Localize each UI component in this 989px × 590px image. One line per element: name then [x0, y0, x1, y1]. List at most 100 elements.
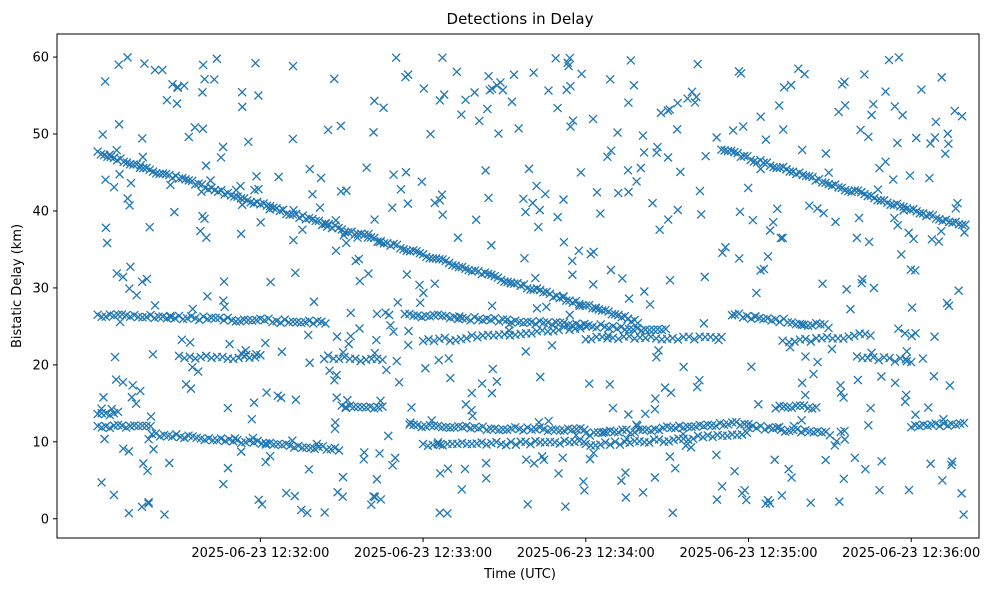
- data-point: [638, 487, 648, 497]
- data-point: [165, 180, 175, 190]
- data-point: [712, 133, 722, 142]
- data-point: [165, 311, 175, 321]
- data-point: [453, 233, 463, 243]
- data-point: [322, 445, 332, 454]
- data-point: [639, 287, 649, 296]
- data-point: [211, 313, 221, 323]
- data-point: [559, 237, 569, 247]
- data-point: [305, 358, 315, 368]
- data-point: [437, 422, 447, 432]
- data-point: [439, 90, 449, 100]
- y-tick-label: 60: [32, 51, 49, 66]
- data-point: [137, 277, 147, 287]
- data-point: [535, 205, 545, 215]
- data-point: [369, 127, 378, 137]
- data-point: [366, 500, 376, 510]
- data-point: [771, 314, 781, 324]
- data-point: [605, 440, 615, 450]
- data-point: [379, 103, 388, 113]
- data-markers: [93, 52, 970, 520]
- data-point: [578, 477, 588, 487]
- data-point: [126, 178, 136, 188]
- data-point: [864, 237, 874, 247]
- data-point: [355, 324, 364, 333]
- data-point: [822, 332, 832, 342]
- data-point: [894, 52, 904, 62]
- data-point: [98, 130, 108, 139]
- data-point: [248, 433, 258, 443]
- data-point: [499, 329, 509, 339]
- data-point: [838, 334, 848, 344]
- data-point: [626, 55, 636, 65]
- data-point: [135, 386, 145, 396]
- data-point: [944, 301, 954, 311]
- data-point: [507, 97, 517, 107]
- data-point: [112, 268, 122, 278]
- data-point: [341, 238, 351, 248]
- data-point: [105, 150, 115, 160]
- data-point: [946, 460, 956, 470]
- data-point: [218, 479, 228, 489]
- data-point: [629, 80, 639, 90]
- data-point: [250, 185, 259, 195]
- data-point: [483, 269, 493, 279]
- data-point: [665, 452, 675, 462]
- data-point: [97, 477, 107, 487]
- data-point: [584, 379, 594, 389]
- data-point: [673, 335, 683, 345]
- data-point: [188, 304, 198, 314]
- data-point: [806, 337, 816, 347]
- data-point: [907, 303, 917, 312]
- data-point: [875, 485, 885, 495]
- data-point: [750, 311, 760, 321]
- data-point: [427, 415, 437, 425]
- data-point: [638, 131, 648, 141]
- data-point: [344, 339, 354, 349]
- data-point: [260, 338, 270, 348]
- data-point: [735, 207, 745, 217]
- x-tick-label: 2025-06-23 12:34:00: [517, 546, 655, 561]
- data-point: [304, 213, 314, 223]
- data-point: [650, 404, 660, 414]
- data-point: [118, 444, 128, 454]
- data-point: [869, 283, 879, 293]
- data-point: [372, 309, 382, 319]
- data-point: [388, 460, 398, 470]
- data-point: [118, 272, 128, 282]
- data-point: [817, 333, 827, 343]
- data-point: [578, 300, 587, 310]
- data-point: [748, 215, 758, 225]
- data-point: [420, 363, 430, 373]
- data-point: [185, 352, 195, 362]
- data-point: [756, 164, 766, 174]
- data-point: [96, 149, 106, 159]
- data-point: [389, 327, 398, 337]
- data-point: [443, 464, 453, 474]
- data-point: [452, 67, 462, 77]
- data-point: [495, 77, 505, 87]
- data-point: [652, 148, 662, 158]
- data-point: [703, 430, 713, 440]
- data-point: [592, 323, 602, 333]
- data-point: [302, 508, 312, 518]
- data-point: [390, 453, 400, 463]
- data-point: [460, 464, 470, 474]
- data-point: [605, 379, 615, 389]
- data-point: [577, 69, 587, 79]
- data-point: [954, 286, 964, 296]
- data-point: [901, 354, 911, 364]
- data-point: [509, 279, 519, 289]
- data-point: [381, 365, 391, 375]
- data-point: [520, 253, 529, 263]
- data-point: [839, 393, 849, 402]
- data-point: [784, 464, 794, 474]
- data-point: [778, 125, 788, 135]
- data-point: [925, 210, 935, 219]
- data-point: [425, 253, 435, 263]
- data-point: [481, 166, 491, 175]
- data-point: [137, 502, 147, 512]
- data-point: [791, 401, 801, 411]
- data-point: [811, 402, 821, 412]
- data-point: [696, 209, 706, 219]
- data-point: [623, 410, 633, 419]
